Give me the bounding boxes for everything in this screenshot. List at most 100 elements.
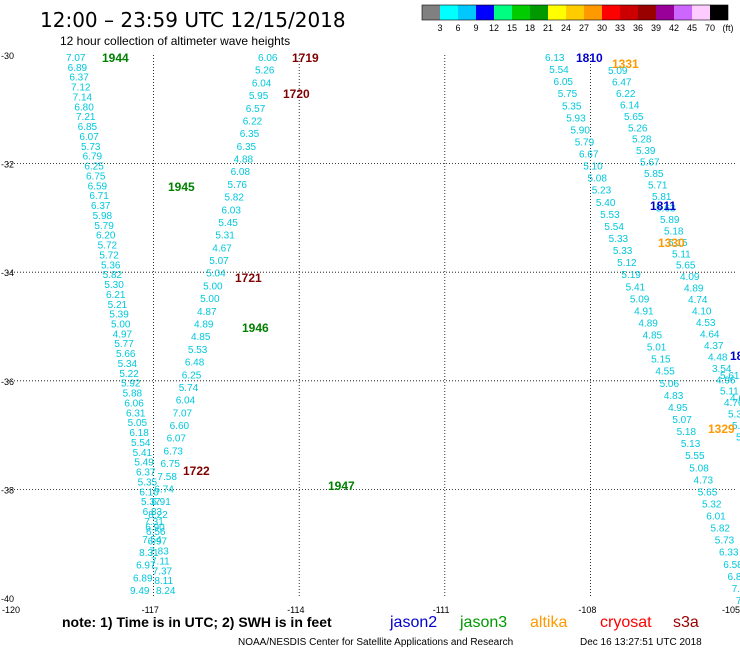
wave-height-value: 6.07 xyxy=(167,434,187,445)
track-time-label: 1946 xyxy=(242,321,269,335)
wave-height-value: 4.64 xyxy=(700,329,720,340)
wave-height-value: 5.90 xyxy=(570,125,590,136)
wave-height-value: 4.55 xyxy=(655,367,675,378)
color-scale-label: 21 xyxy=(543,23,553,33)
track-time-label: 1720 xyxy=(283,87,310,101)
satellite-track: 7.076.896.377.127.146.807.216.856.075.73… xyxy=(66,53,176,597)
wave-height-value: 5.41 xyxy=(626,282,646,293)
wave-height-value: 6.22 xyxy=(243,116,263,127)
wave-height-value: 5.36 xyxy=(101,260,121,271)
wave-height-value: 6.57 xyxy=(246,104,266,115)
wave-height-value: 8.24 xyxy=(156,586,176,597)
wave-height-value: 4.91 xyxy=(634,306,654,317)
wave-height-value: 3.54 xyxy=(712,364,732,375)
satellite-legend-item: jason2 xyxy=(389,614,437,631)
color-scale-label: 33 xyxy=(615,23,625,33)
wave-height-value: 4.85 xyxy=(643,331,663,342)
wave-height-value: 7.42 xyxy=(732,584,740,595)
wave-height-value: 8.11 xyxy=(154,576,173,587)
wave-height-value: 5.00 xyxy=(111,320,131,331)
wave-height-value: 5.65 xyxy=(698,487,718,498)
track-time-label: 18 xyxy=(730,349,740,363)
wave-height-value: 5.18 xyxy=(664,226,684,237)
wave-height-value: 5.66 xyxy=(116,349,136,360)
color-scale-swatch xyxy=(692,5,710,20)
longitude-tick-label: -111 xyxy=(433,605,450,615)
wave-height-value: 5.82 xyxy=(711,524,731,535)
longitude-tick-label: -105 xyxy=(722,605,740,615)
latitude-tick-label: -40 xyxy=(1,594,14,604)
wave-height-value: 5.49 xyxy=(134,458,154,469)
wave-height-value: 6.59 xyxy=(88,181,108,192)
wave-height-value: 5.54 xyxy=(549,65,569,76)
longitude-tick-label: -108 xyxy=(578,605,596,615)
color-scale-label: 18 xyxy=(525,23,535,33)
wave-height-value: 6.97 xyxy=(136,561,156,572)
wave-height-value: 6.79 xyxy=(83,152,103,163)
wave-height-value: 6.20 xyxy=(96,231,116,242)
wave-height-value: 6.74 xyxy=(154,484,174,495)
track-time-label: 1331 xyxy=(612,57,639,71)
wave-height-value: 6.07 xyxy=(79,132,99,143)
color-scale-label: 45 xyxy=(687,23,697,33)
wave-height-value: 5.53 xyxy=(600,210,620,221)
wave-height-value: 5.98 xyxy=(93,211,113,222)
credit-text: NOAA/NESDIS Center for Satellite Applica… xyxy=(238,637,513,648)
wave-height-value: 5.00 xyxy=(203,281,223,292)
wave-height-value: 5.73 xyxy=(81,142,101,153)
wave-height-value: 6.06 xyxy=(258,53,278,64)
wave-height-value: 5.92 xyxy=(121,379,141,390)
wave-height-value: 6.90 xyxy=(145,523,165,534)
color-scale-label: 9 xyxy=(473,23,478,33)
wave-height-value: 4.95 xyxy=(668,403,688,414)
wave-height-value: 5.67 xyxy=(640,158,660,169)
wave-height-value: 5.05 xyxy=(128,418,148,429)
wave-height-value: 7.07 xyxy=(173,408,193,419)
wave-height-value: 5.65 xyxy=(624,112,644,123)
wave-height-value: 4.85 xyxy=(191,332,211,343)
wave-height-value: 5.35 xyxy=(562,101,582,112)
wave-height-value: 4.96 xyxy=(716,375,736,386)
color-scale-label: 6 xyxy=(455,23,460,33)
wave-height-value: 6.05 xyxy=(553,77,573,88)
wave-height-value: 5.00 xyxy=(200,294,220,305)
color-scale-label: 15 xyxy=(507,23,517,33)
wave-height-value: 5.09 xyxy=(630,294,650,305)
wave-height-value: 5.87 xyxy=(736,433,740,444)
color-scale-swatch xyxy=(512,5,530,20)
wave-height-value: 5.11 xyxy=(672,249,691,260)
map-grid: -120 -117 -114 -111 -108 -105 -30 -32 -34 -36 -38 -… xyxy=(1,51,740,615)
wave-height-value: 6.73 xyxy=(164,446,184,457)
wave-height-value: 6.14 xyxy=(620,100,640,111)
track-labels: 1944 1945 1946 1947 1719 1720 1721 1722 1810 1811… xyxy=(102,51,740,493)
color-scale-frame xyxy=(421,4,729,21)
wave-height-value: 6.60 xyxy=(170,421,190,432)
wave-height-value: 5.93 xyxy=(566,113,586,124)
color-scale-label: 36 xyxy=(633,23,643,33)
wave-height-value: 4.74 xyxy=(688,295,708,306)
wave-height-value: 8.22 xyxy=(148,510,168,521)
wave-height-value: 7.83 xyxy=(149,547,169,558)
track-time-label: 1945 xyxy=(168,180,195,194)
track-time-label: 1722 xyxy=(183,464,210,478)
wave-height-value: 5.15 xyxy=(651,355,671,366)
wave-height-value: 6.48 xyxy=(185,358,205,369)
wave-height-value: 6.37 xyxy=(136,468,156,479)
wave-height-value: 5.33 xyxy=(609,234,629,245)
color-scale-swatch xyxy=(566,5,584,20)
wave-height-value: 5.08 xyxy=(689,463,709,474)
wave-height-value: 7.14 xyxy=(73,92,93,103)
wave-height-value: 5.39 xyxy=(636,146,656,157)
latitude-tick-label: -34 xyxy=(1,268,14,278)
track-time-label: 1721 xyxy=(235,271,262,285)
wave-height-value: 6.21 xyxy=(106,290,126,301)
wave-height-value: 4.87 xyxy=(197,307,217,318)
wave-height-value: 5.54 xyxy=(131,438,151,449)
wave-height-value: 5.81 xyxy=(652,192,672,203)
color-scale-swatch xyxy=(656,5,674,20)
wave-height-value: 5.31 xyxy=(215,231,235,242)
wave-height-value: 5.73 xyxy=(715,536,735,547)
units-note: note: 1) Time is in UTC; 2) SWH is in fe… xyxy=(62,614,332,630)
wave-height-value: 5.10 xyxy=(583,162,603,173)
wave-height-value: 5.53 xyxy=(188,345,208,356)
